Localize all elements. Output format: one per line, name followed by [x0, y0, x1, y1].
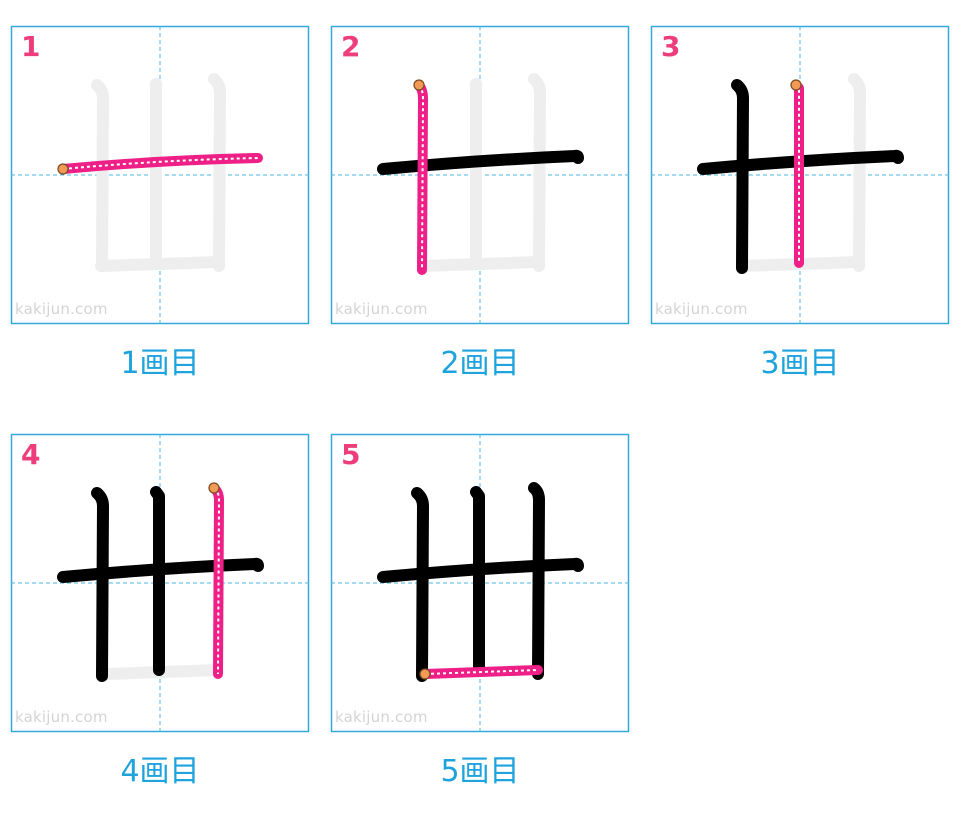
- completed-strokes: [697, 79, 904, 274]
- watermark: kakijun.com: [335, 708, 428, 726]
- watermark: kakijun.com: [655, 300, 748, 318]
- panel-1-canvas: [10, 25, 310, 325]
- completed-strokes: [377, 149, 584, 175]
- stroke-panel-1: 1 kakijun.com: [10, 25, 310, 325]
- panel-caption-1: 1画目: [120, 346, 200, 381]
- stroke-panel-4: 4 kakijun.com: [10, 433, 310, 733]
- active-stroke: [790, 79, 804, 268]
- stroke-panel-2: 2 kakijun.com: [330, 25, 630, 325]
- panel-caption-2: 2画目: [440, 346, 520, 381]
- watermark: kakijun.com: [15, 708, 108, 726]
- active-stroke: [208, 482, 224, 679]
- ghost-character: [91, 73, 226, 272]
- panel-2-canvas: [330, 25, 630, 325]
- panel-caption-4: 4画目: [120, 754, 200, 789]
- stroke-start-dot: [790, 79, 802, 91]
- stroke-start-dot: [57, 163, 69, 175]
- stroke-number: 5: [341, 438, 361, 471]
- panel-4-canvas: [10, 433, 310, 733]
- ghost-character: [417, 73, 546, 272]
- watermark: kakijun.com: [335, 300, 428, 318]
- panel-caption-5: 5画目: [440, 754, 520, 789]
- stroke-number: 1: [21, 30, 41, 63]
- active-stroke: [57, 153, 263, 175]
- completed-strokes: [377, 482, 584, 682]
- stroke-start-dot: [208, 482, 220, 494]
- active-stroke: [419, 665, 543, 680]
- stroke-number: 3: [661, 30, 681, 63]
- watermark: kakijun.com: [15, 300, 108, 318]
- stroke-start-dot: [419, 668, 431, 680]
- active-stroke: [413, 79, 428, 275]
- stroke-panel-3: 3 kakijun.com: [650, 25, 950, 325]
- stroke-number: 4: [21, 438, 41, 471]
- stroke-start-dot: [413, 79, 425, 91]
- panel-5-canvas: [330, 433, 630, 733]
- panel-3-canvas: [650, 25, 950, 325]
- panel-caption-3: 3画目: [760, 346, 840, 381]
- stroke-panel-5: 5 kakijun.com: [330, 433, 630, 733]
- completed-strokes: [57, 486, 264, 682]
- stroke-number: 2: [341, 30, 361, 63]
